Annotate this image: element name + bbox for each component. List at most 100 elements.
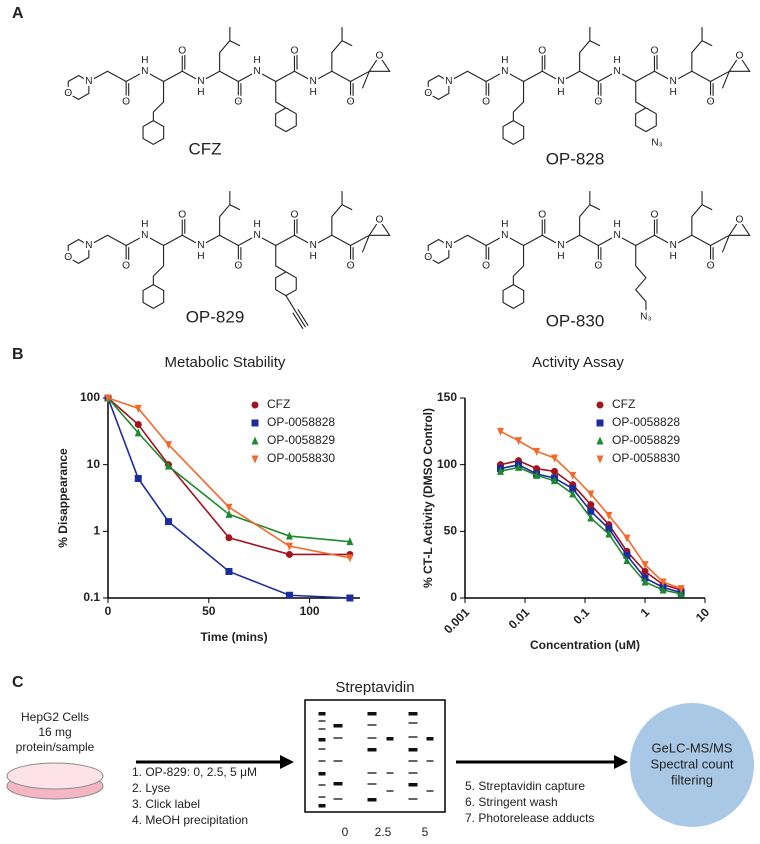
panel-label: B bbox=[12, 346, 24, 363]
atom-label: N bbox=[141, 66, 148, 77]
y-tick-label: 0.1 bbox=[83, 590, 100, 604]
marker bbox=[605, 525, 613, 533]
atom-label: O bbox=[178, 210, 186, 221]
bond bbox=[502, 120, 525, 146]
compound-name: CFZ bbox=[188, 139, 221, 158]
analysis-label: filtering bbox=[671, 772, 713, 787]
atom-label: H bbox=[613, 219, 620, 230]
marker bbox=[104, 394, 112, 403]
bond bbox=[368, 55, 391, 72]
atom-label: O bbox=[650, 210, 658, 221]
atom-label: N bbox=[141, 230, 148, 241]
gel-bands bbox=[318, 712, 434, 808]
atom-label: N bbox=[501, 230, 508, 241]
atom-label: O bbox=[347, 261, 355, 272]
atom-label: O bbox=[482, 261, 490, 272]
y-tick-label: 50 bbox=[444, 524, 458, 538]
marker bbox=[134, 421, 142, 429]
legend-label: OP-0058830 bbox=[267, 451, 335, 465]
gel-band bbox=[408, 712, 418, 716]
y-tick-label: 1 bbox=[93, 524, 100, 538]
gel-band bbox=[333, 724, 343, 728]
step: 7. Photorelease adducts bbox=[465, 811, 594, 825]
atom-label: N bbox=[557, 76, 564, 87]
gel-band bbox=[408, 772, 418, 774]
y-tick-label: 10 bbox=[87, 457, 101, 471]
atom-label: O bbox=[707, 97, 715, 108]
legend-label: OP-0058830 bbox=[612, 451, 680, 465]
marker bbox=[515, 437, 523, 446]
legend-label: OP-0058828 bbox=[267, 415, 335, 429]
cells-label: protein/sample bbox=[16, 740, 95, 754]
atom-label: O bbox=[594, 261, 602, 272]
gel-band bbox=[318, 804, 326, 808]
atom-label: O bbox=[424, 252, 432, 263]
gel-band bbox=[318, 748, 326, 750]
lane-label: 2.5 bbox=[375, 825, 392, 839]
bond bbox=[67, 74, 90, 100]
compound-name: OP-828 bbox=[546, 149, 605, 168]
gel-band bbox=[367, 737, 377, 739]
marker bbox=[659, 578, 667, 587]
atom-label: H bbox=[501, 219, 508, 230]
series-line bbox=[500, 459, 682, 591]
legend-marker bbox=[251, 455, 259, 464]
marker bbox=[533, 447, 541, 456]
bond bbox=[361, 235, 370, 253]
atom-label: O bbox=[375, 51, 383, 62]
marker bbox=[677, 589, 685, 598]
x-tick-label: 0.01 bbox=[506, 605, 533, 632]
atom-label: N bbox=[309, 76, 316, 87]
marker bbox=[225, 567, 233, 575]
atom-label: H bbox=[309, 87, 316, 98]
marker bbox=[677, 585, 685, 594]
atom-label: O bbox=[650, 46, 658, 57]
marker bbox=[225, 503, 233, 512]
series-line bbox=[107, 397, 351, 559]
bond bbox=[512, 245, 525, 285]
bond bbox=[448, 234, 730, 247]
marker bbox=[134, 475, 142, 483]
atom-label: N bbox=[501, 66, 508, 77]
atom-label: O bbox=[178, 46, 186, 57]
marker bbox=[225, 509, 233, 518]
gel-band bbox=[318, 728, 326, 730]
bond bbox=[219, 40, 241, 72]
marker bbox=[569, 471, 577, 480]
gel-band bbox=[318, 772, 326, 776]
atom-label: O bbox=[538, 46, 546, 57]
gel-band bbox=[426, 737, 434, 741]
legend-marker bbox=[251, 401, 259, 409]
compound-name: OP-830 bbox=[546, 311, 605, 330]
bond bbox=[142, 284, 165, 310]
legend-label: OP-0058828 bbox=[612, 415, 680, 429]
marker bbox=[623, 551, 631, 559]
marker bbox=[496, 466, 504, 475]
gel-band bbox=[386, 772, 394, 774]
x-tick-label: 0.001 bbox=[441, 605, 472, 636]
marker bbox=[164, 441, 172, 450]
marker bbox=[285, 542, 293, 551]
x-tick-label: 50 bbox=[202, 604, 216, 618]
series-line bbox=[107, 397, 350, 543]
marker bbox=[587, 490, 595, 499]
bond bbox=[292, 312, 304, 330]
marker bbox=[515, 462, 523, 471]
gel-band bbox=[408, 783, 418, 787]
cells-label: 16 mg bbox=[38, 725, 71, 739]
gel-band bbox=[318, 720, 326, 722]
gel-title: Streptavidin bbox=[335, 679, 414, 696]
panel-label: C bbox=[12, 674, 24, 691]
marker bbox=[134, 428, 142, 437]
atom-label: O bbox=[707, 261, 715, 272]
atom-label: N₃ bbox=[651, 137, 663, 148]
atom-label: O bbox=[234, 261, 242, 272]
y-axis-label: % CT-L Activity (DMSO Control) bbox=[421, 408, 435, 588]
panel-label: A bbox=[12, 5, 24, 22]
atom-label: O bbox=[482, 97, 490, 108]
bond bbox=[728, 219, 751, 236]
analysis-circle bbox=[630, 703, 754, 827]
gel-band bbox=[367, 798, 377, 802]
